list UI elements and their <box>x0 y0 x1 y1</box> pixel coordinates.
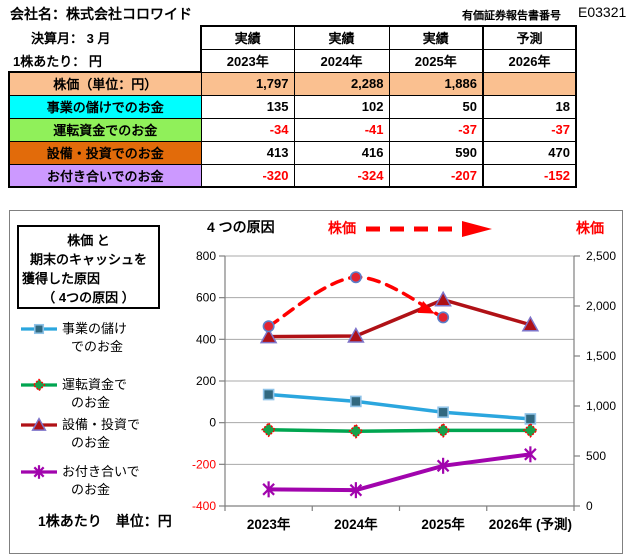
cell-working-2023: -34 <box>200 117 295 142</box>
svg-text:2025年: 2025年 <box>421 516 465 532</box>
four-causes-label: 4 つの原因 <box>207 219 275 235</box>
row-label-stock-price: 株価（単位：円） <box>8 71 202 96</box>
row-label-financing: お付き合いでのお金 <box>8 163 202 188</box>
col-status-2025: 実績 <box>388 25 484 50</box>
svg-text:2,000: 2,000 <box>586 299 616 313</box>
securities-report-label: 有価証券報告書番号 <box>462 10 561 22</box>
cell-investment-2023: 413 <box>200 140 295 165</box>
table-header-status-row: 決算月： 3 月 実績 実績 実績 予測 <box>9 25 577 50</box>
col-year-2025: 2025年 <box>388 48 484 73</box>
legend-label: でのお金 <box>71 339 124 354</box>
svg-text:-200: -200 <box>192 457 216 471</box>
securities-report-number: E03321 <box>578 4 627 20</box>
line-chart: 800 600 400 200 0 -200 -400 2,500 2,000 1,500 1,00… <box>192 249 616 532</box>
chart-legend: 事業の儲け でのお金 運転資金で のお金 設備・投資で のお金 お付き合いで のお金 <box>20 211 210 555</box>
cell-financing-2026: -152 <box>482 163 577 188</box>
financial-table: 決算月： 3 月 実績 実績 実績 予測 1株あたり： 円 2023年 2024… <box>8 25 577 188</box>
table-header-year-row: 1株あたり： 円 2023年 2024年 2025年 2026年 <box>9 48 577 73</box>
chart-title-line: 期末のキャッシュを <box>29 252 147 267</box>
legend-swatch-asterisk-icon <box>21 465 57 479</box>
cell-working-2024: -41 <box>293 117 390 142</box>
legend-swatch-triangle-icon <box>21 417 57 431</box>
cell-investment-2026: 470 <box>482 140 577 165</box>
svg-text:600: 600 <box>196 291 216 305</box>
company-name: 会社名：株式会社コロワイド <box>10 6 192 22</box>
col-year-2023: 2023年 <box>200 48 295 73</box>
svg-text:1,500: 1,500 <box>586 349 616 363</box>
legend-swatch-diamond-icon <box>21 378 57 392</box>
svg-text:-400: -400 <box>192 499 216 513</box>
chart-panel: 800 600 400 200 0 -200 -400 2,500 2,000 1,500 1,00… <box>9 210 623 554</box>
cell-working-2025: -37 <box>388 117 484 142</box>
legend-label: のお金 <box>71 482 111 497</box>
cell-financing-2023: -320 <box>200 163 295 188</box>
cell-financing-2025: -207 <box>388 163 484 188</box>
col-status-2026-forecast: 予測 <box>482 25 577 50</box>
row-label-operating-cash: 事業の儲けでのお金 <box>8 94 202 119</box>
cell-operating-2024: 102 <box>293 94 390 119</box>
per-share-unit-note: 1株あたり 単位：円 <box>38 513 172 529</box>
legend-label: お付き合いで <box>62 464 140 479</box>
legend-label: 事業の儲け <box>62 321 128 336</box>
legend-label: 設備・投資で <box>62 417 141 432</box>
svg-text:1,000: 1,000 <box>586 399 616 413</box>
legend-label: のお金 <box>71 395 111 410</box>
col-status-2023: 実績 <box>200 25 295 50</box>
row-label-investment: 設備・投資でのお金 <box>8 140 202 165</box>
cell-investment-2025: 590 <box>388 140 484 165</box>
right-axis-title-stock-price: 株価 <box>576 220 604 236</box>
col-status-2024: 実績 <box>293 25 390 50</box>
per-share-unit-label: 1株あたり： 円 <box>9 49 201 72</box>
fiscal-month-label: 決算月： 3 月 <box>9 26 201 49</box>
chart-title-line: 株価 と <box>67 233 110 248</box>
legend-item-investment: 設備・投資でのお金 <box>20 415 140 452</box>
legend-item-working-capital: 運転資金でのお金 <box>20 375 127 412</box>
cell-stock-price-2024: 2,288 <box>293 71 390 96</box>
svg-text:2,500: 2,500 <box>586 249 616 263</box>
cell-operating-2026: 18 <box>482 94 577 119</box>
cell-stock-price-2026 <box>482 71 577 96</box>
row-label-working-capital: 運転資金でのお金 <box>8 117 202 142</box>
svg-text:2026年 (予測): 2026年 (予測) <box>489 516 572 532</box>
svg-text:0: 0 <box>209 416 216 430</box>
legend-item-financing: お付き合いでのお金 <box>20 462 140 499</box>
table-row-working-capital: 運転資金でのお金 -34 -41 -37 -37 <box>8 117 577 142</box>
cell-stock-price-2025: 1,886 <box>388 71 484 96</box>
document-header: 会社名：株式会社コロワイド 有価証券報告書番号 E03321 <box>0 0 632 24</box>
legend-label: 運転資金で <box>62 377 128 392</box>
cell-investment-2024: 416 <box>293 140 390 165</box>
svg-text:2023年: 2023年 <box>247 516 291 532</box>
stock-price-label: 株価 <box>328 220 356 236</box>
col-year-2024: 2024年 <box>293 48 390 73</box>
cell-operating-2023: 135 <box>200 94 295 119</box>
table-row-investment: 設備・投資でのお金 413 416 590 470 <box>8 140 577 165</box>
col-year-2026: 2026年 <box>482 48 577 73</box>
cell-stock-price-2023: 1,797 <box>200 71 295 96</box>
svg-text:800: 800 <box>196 249 216 263</box>
chart-title-line: （ 4つの原因 ） <box>42 290 135 305</box>
table-row-financing: お付き合いでのお金 -320 -324 -207 -152 <box>8 163 577 188</box>
cell-operating-2025: 50 <box>388 94 484 119</box>
svg-text:400: 400 <box>196 332 216 346</box>
svg-text:2024年: 2024年 <box>334 516 378 532</box>
cell-financing-2024: -324 <box>293 163 390 188</box>
legend-swatch-square-icon <box>21 323 57 335</box>
cell-working-2026: -37 <box>482 117 577 142</box>
svg-text:500: 500 <box>586 449 606 463</box>
dashed-arrow-icon <box>366 221 492 237</box>
svg-text:200: 200 <box>196 374 216 388</box>
table-row-stock-price: 株価（単位：円） 1,797 2,288 1,886 <box>8 71 577 96</box>
chart-title-box: 株価 と 期末のキャッシュを 獲得した原因 （ 4つの原因 ） <box>17 225 160 309</box>
legend-item-operating: 事業の儲け でのお金 <box>20 319 127 356</box>
legend-label: のお金 <box>71 435 111 450</box>
chart-title-line: 獲得した原因 <box>22 271 101 286</box>
svg-text:0: 0 <box>586 499 593 513</box>
table-row-operating-cash: 事業の儲けでのお金 135 102 50 18 <box>8 94 577 119</box>
